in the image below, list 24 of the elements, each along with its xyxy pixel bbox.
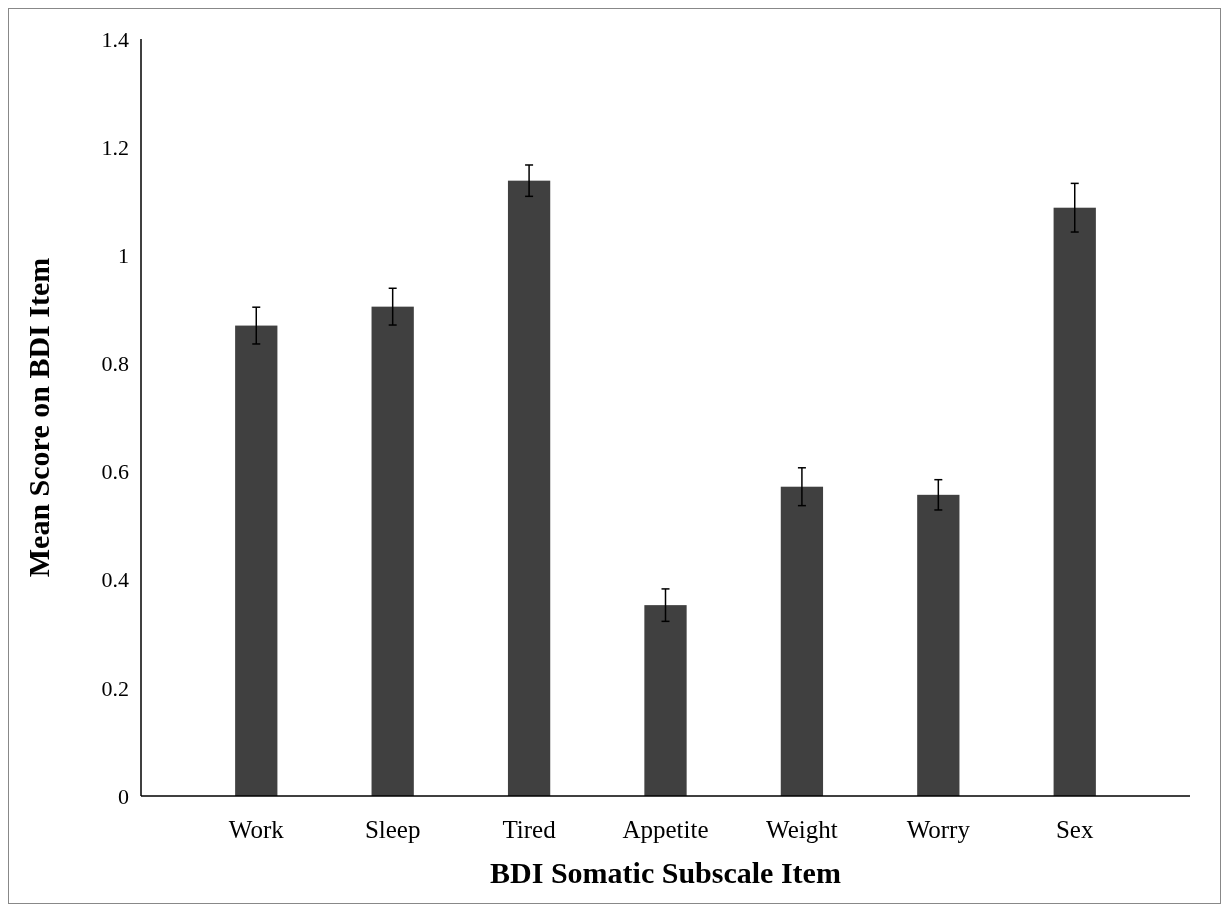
x-axis-title: BDI Somatic Subscale Item: [490, 856, 841, 889]
y-tick-label: 1: [118, 242, 129, 268]
bar: [1053, 207, 1096, 796]
y-tick-label: 1.2: [101, 134, 129, 160]
bar: [780, 486, 824, 796]
x-tick-label: Tired: [502, 816, 557, 843]
x-tick-label: Sleep: [364, 816, 421, 843]
x-tick-label: Work: [228, 816, 285, 843]
bar: [644, 605, 687, 796]
y-tick-label: 0.8: [101, 351, 129, 377]
y-axis-title: Mean Score on BDI Item: [22, 257, 55, 578]
y-tick-label: 0.4: [101, 567, 129, 593]
bar: [507, 180, 551, 796]
y-tick-label: 0.6: [101, 459, 129, 485]
bar: [235, 325, 278, 796]
x-tick-label: Appetite: [622, 816, 709, 843]
x-tick-label: Worry: [906, 816, 971, 843]
bar: [917, 494, 960, 796]
y-tick-label: 0: [118, 783, 129, 809]
x-tick-label: Weight: [766, 816, 838, 843]
y-tick-label: 0.2: [101, 675, 129, 701]
y-tick-label: 1.4: [101, 26, 129, 52]
x-tick-label: Sex: [1055, 816, 1094, 843]
bar: [371, 306, 414, 796]
